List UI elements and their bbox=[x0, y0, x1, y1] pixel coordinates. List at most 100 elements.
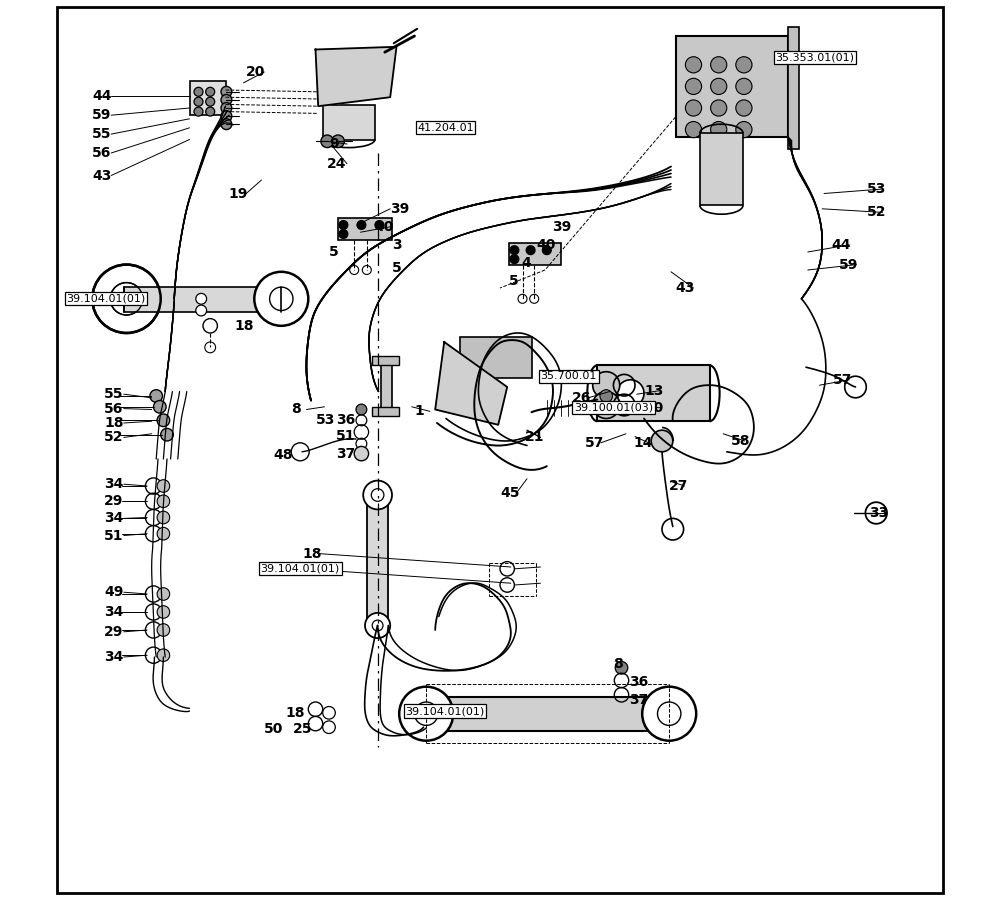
Circle shape bbox=[642, 687, 696, 741]
Text: 45: 45 bbox=[500, 486, 520, 500]
Circle shape bbox=[270, 287, 293, 310]
Circle shape bbox=[92, 265, 161, 333]
Text: 39.104.01(01): 39.104.01(01) bbox=[406, 706, 485, 716]
Polygon shape bbox=[435, 342, 507, 425]
Text: 9: 9 bbox=[329, 137, 339, 151]
Circle shape bbox=[332, 135, 344, 148]
Text: 55: 55 bbox=[104, 387, 123, 401]
Circle shape bbox=[206, 97, 215, 106]
Circle shape bbox=[375, 220, 384, 230]
Text: 44: 44 bbox=[831, 238, 851, 252]
Text: 29: 29 bbox=[104, 625, 123, 639]
Circle shape bbox=[711, 78, 727, 94]
Circle shape bbox=[157, 649, 170, 662]
Text: 14: 14 bbox=[633, 436, 653, 450]
Text: 24: 24 bbox=[327, 157, 347, 171]
Text: 5: 5 bbox=[392, 261, 402, 275]
Circle shape bbox=[617, 380, 644, 407]
Circle shape bbox=[542, 246, 551, 255]
Text: 56: 56 bbox=[92, 146, 112, 160]
Circle shape bbox=[339, 230, 348, 238]
Circle shape bbox=[196, 305, 207, 316]
Text: 19: 19 bbox=[228, 186, 248, 201]
Circle shape bbox=[157, 511, 170, 524]
Circle shape bbox=[194, 107, 203, 116]
Circle shape bbox=[662, 518, 684, 540]
Text: 53: 53 bbox=[867, 182, 887, 196]
Circle shape bbox=[357, 220, 366, 230]
Circle shape bbox=[161, 428, 173, 441]
Circle shape bbox=[196, 293, 207, 304]
Text: 49: 49 bbox=[104, 585, 123, 599]
Bar bbox=[190, 81, 226, 115]
Circle shape bbox=[206, 107, 215, 116]
Polygon shape bbox=[316, 47, 396, 106]
Circle shape bbox=[308, 702, 323, 716]
Circle shape bbox=[323, 706, 335, 719]
Text: 34: 34 bbox=[104, 650, 123, 664]
Text: 34: 34 bbox=[104, 477, 123, 491]
Text: 37: 37 bbox=[336, 446, 355, 461]
Bar bbox=[788, 27, 799, 148]
Bar bbox=[597, 365, 710, 421]
Text: 39.100.01(03): 39.100.01(03) bbox=[574, 402, 653, 413]
Circle shape bbox=[150, 390, 162, 402]
Circle shape bbox=[593, 372, 620, 399]
Circle shape bbox=[308, 716, 323, 731]
Text: 48: 48 bbox=[273, 448, 293, 463]
Circle shape bbox=[736, 100, 752, 116]
Circle shape bbox=[157, 527, 170, 540]
Text: 34: 34 bbox=[104, 511, 123, 526]
Text: 51: 51 bbox=[104, 528, 123, 543]
Text: 59: 59 bbox=[92, 108, 112, 122]
Text: 27: 27 bbox=[669, 479, 689, 493]
Circle shape bbox=[651, 430, 673, 452]
Text: 56: 56 bbox=[104, 401, 123, 416]
Text: 20: 20 bbox=[246, 65, 266, 79]
Text: 8: 8 bbox=[613, 657, 623, 671]
Text: 34: 34 bbox=[104, 605, 123, 619]
Circle shape bbox=[399, 687, 453, 741]
Text: 3: 3 bbox=[392, 238, 402, 252]
Circle shape bbox=[685, 122, 702, 138]
Text: 39.104.01(01): 39.104.01(01) bbox=[261, 563, 340, 574]
Text: 25: 25 bbox=[293, 722, 312, 736]
Circle shape bbox=[339, 220, 348, 230]
Text: 51: 51 bbox=[336, 429, 356, 444]
Circle shape bbox=[221, 86, 232, 97]
Bar bbox=[460, 338, 532, 378]
Bar bbox=[323, 105, 375, 140]
Text: 18: 18 bbox=[104, 416, 123, 430]
Circle shape bbox=[157, 414, 170, 427]
Bar bbox=[700, 133, 743, 205]
Bar bbox=[426, 697, 669, 731]
Circle shape bbox=[363, 481, 392, 509]
Circle shape bbox=[685, 78, 702, 94]
Text: 36: 36 bbox=[336, 413, 355, 428]
Text: 39.104.01(01): 39.104.01(01) bbox=[66, 293, 145, 304]
Circle shape bbox=[291, 443, 309, 461]
Text: 36: 36 bbox=[630, 675, 649, 689]
Text: 39: 39 bbox=[390, 202, 409, 216]
Text: 43: 43 bbox=[676, 281, 695, 295]
Circle shape bbox=[221, 94, 232, 105]
Circle shape bbox=[736, 78, 752, 94]
Bar bbox=[372, 407, 399, 416]
Circle shape bbox=[157, 495, 170, 508]
Text: 35.353.01(01): 35.353.01(01) bbox=[775, 52, 854, 63]
Text: 33: 33 bbox=[869, 506, 888, 520]
Circle shape bbox=[711, 122, 727, 138]
Text: 13: 13 bbox=[644, 383, 663, 398]
Text: 5: 5 bbox=[509, 274, 519, 288]
Text: 40: 40 bbox=[374, 220, 393, 234]
Circle shape bbox=[354, 446, 369, 461]
Text: 57: 57 bbox=[585, 436, 604, 450]
Circle shape bbox=[153, 400, 166, 413]
Text: 57: 57 bbox=[833, 373, 852, 387]
Circle shape bbox=[600, 390, 612, 402]
Circle shape bbox=[356, 404, 367, 415]
Circle shape bbox=[711, 57, 727, 73]
Circle shape bbox=[157, 588, 170, 600]
Text: 29: 29 bbox=[104, 494, 123, 508]
Text: 5: 5 bbox=[329, 245, 339, 259]
